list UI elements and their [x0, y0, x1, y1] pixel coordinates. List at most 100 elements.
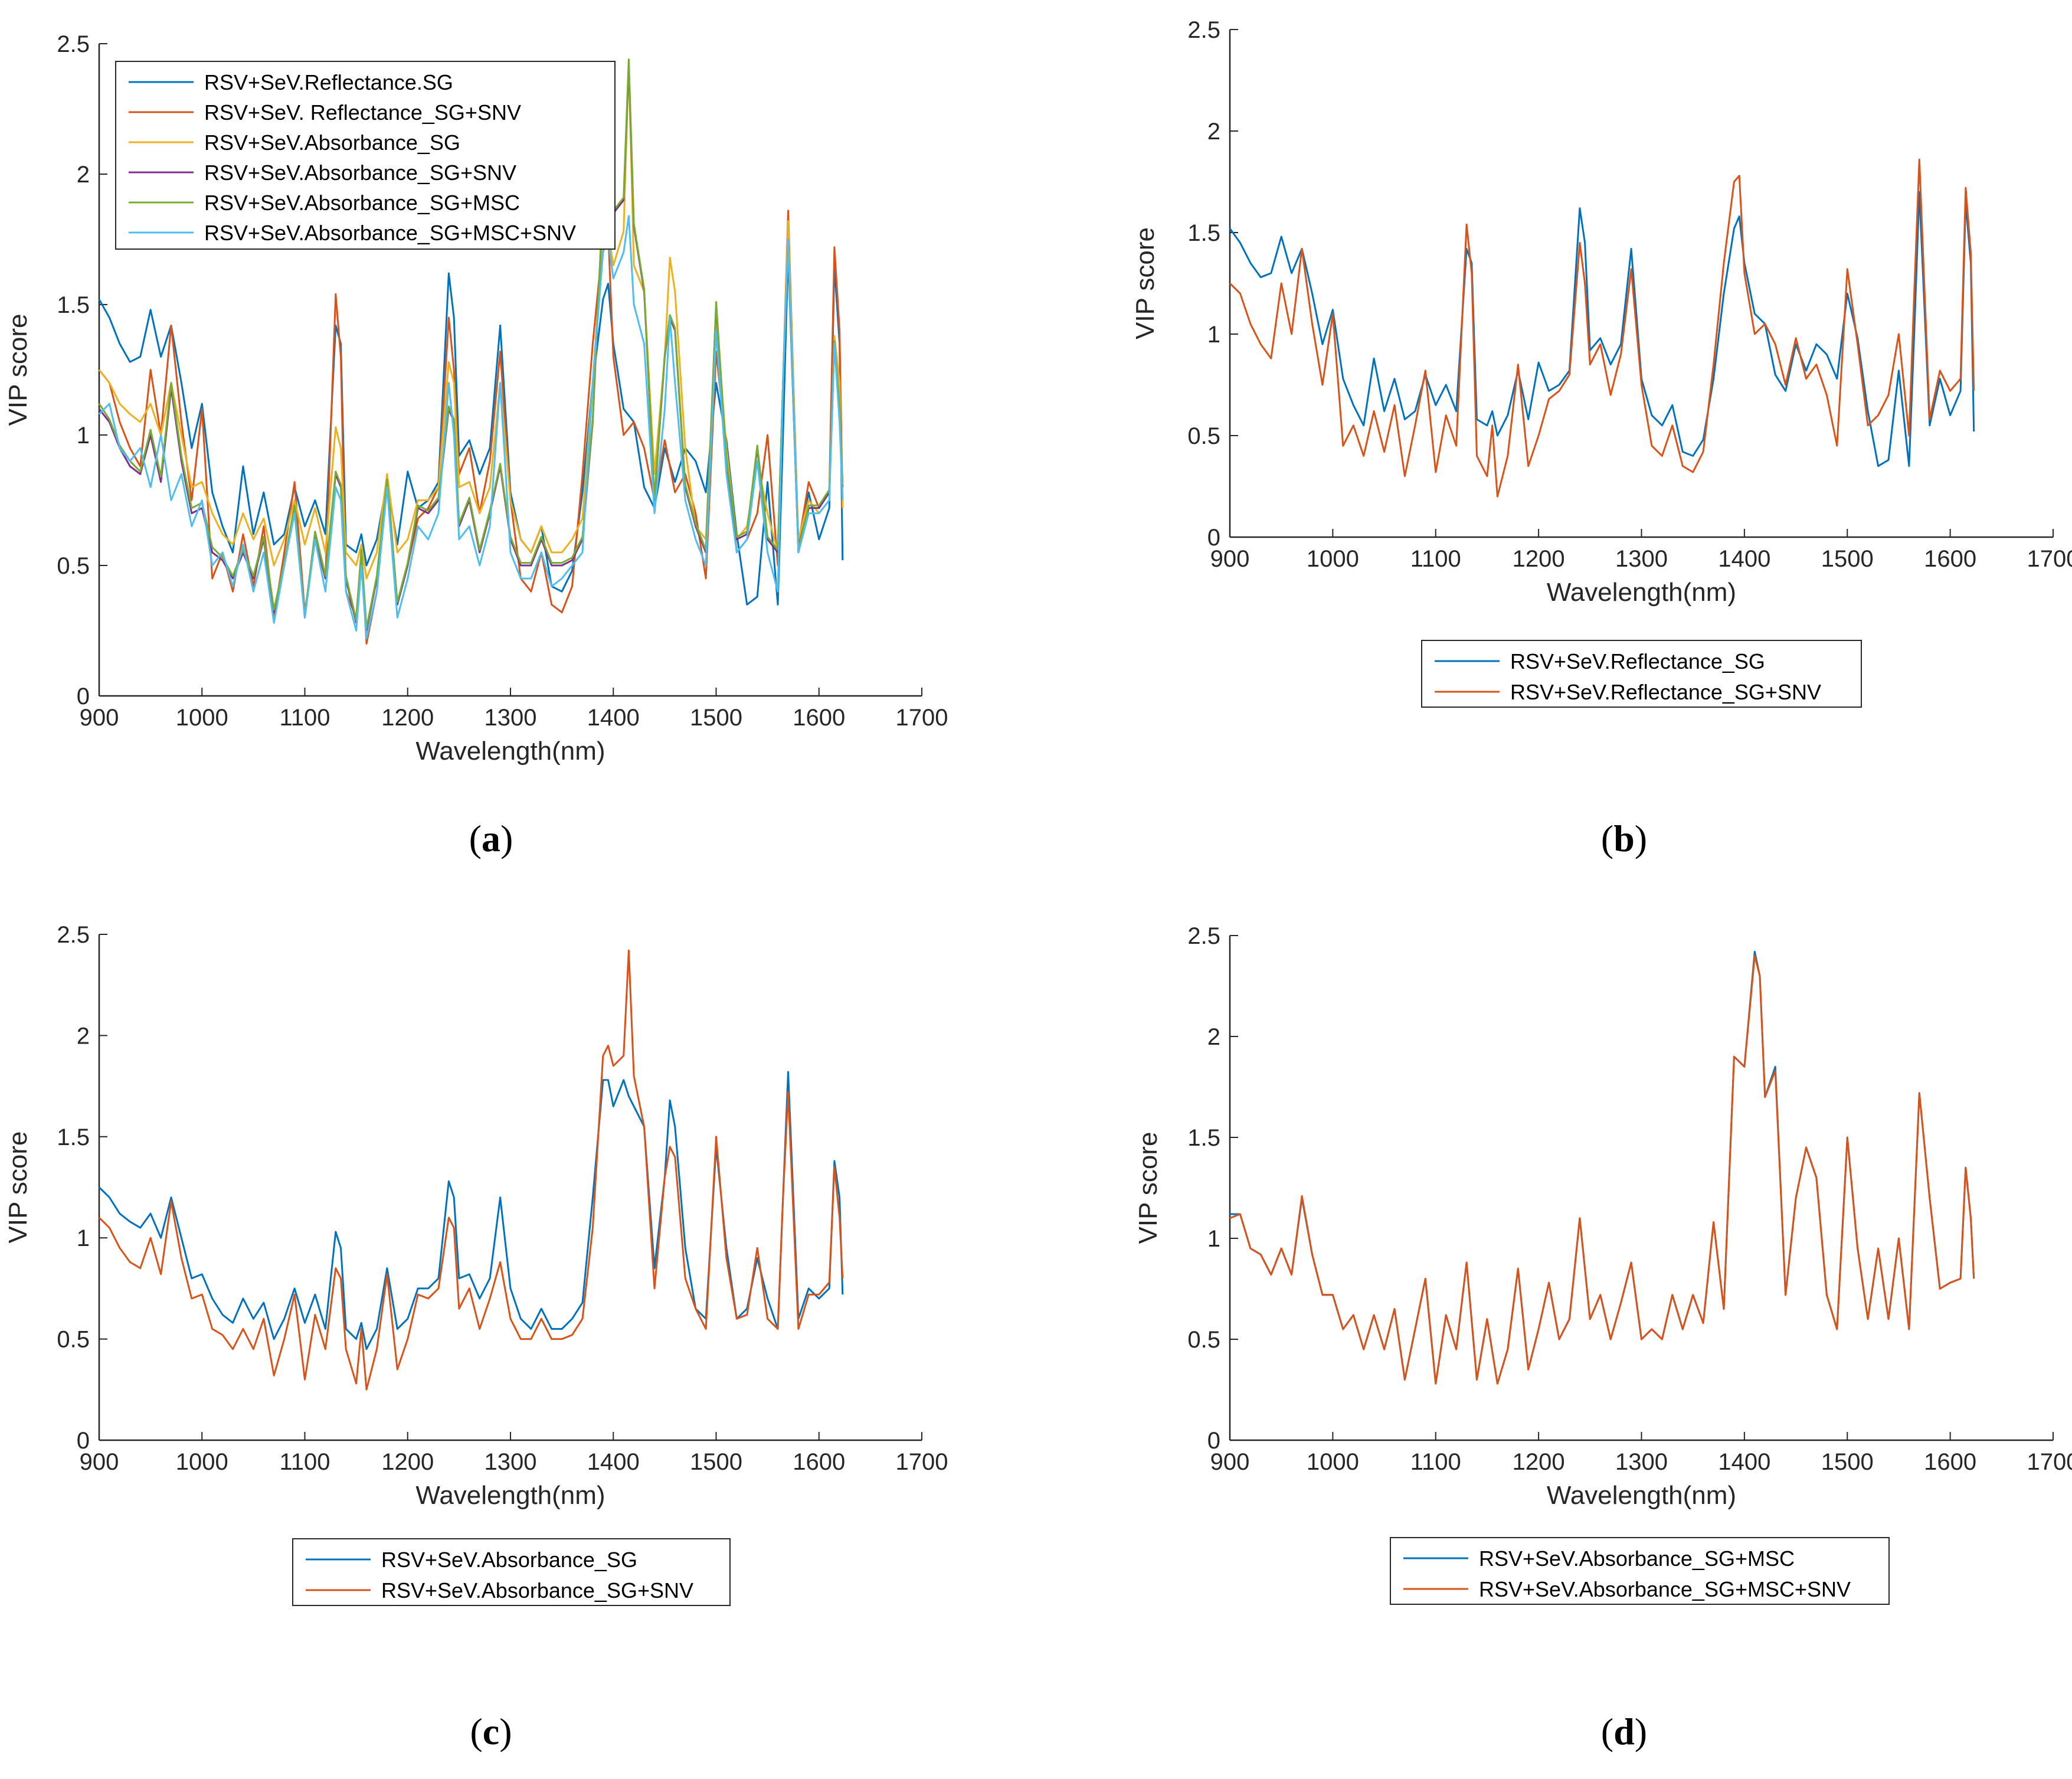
x-axis-label: Wavelength(nm) — [1547, 1481, 1736, 1510]
series-line-1 — [1230, 950, 1975, 1385]
x-tick-label: 1300 — [485, 705, 537, 731]
series-line-2 — [98, 210, 844, 645]
series-line-1 — [1229, 191, 1975, 467]
x-tick-label: 1600 — [793, 705, 845, 731]
y-tick-label: 2 — [77, 1023, 90, 1049]
x-tick-label: 1100 — [279, 1449, 330, 1475]
chart-panel-a: 900 1000 1100 1200 1300 1400 1500 1600 1700 0 0.5 1… — [4, 31, 948, 859]
panel-caption: (a) — [469, 817, 513, 859]
legend-label: RSV+SeV. Reflectance_SG+SNV — [204, 100, 521, 125]
series-line-2 — [98, 949, 844, 1391]
caption-paren-close: ) — [500, 817, 513, 859]
chart-panel-b: 900 1000 1100 1200 1300 1400 1500 1600 1700 0 0.5 1… — [1131, 17, 2072, 859]
x-tick-label: 1700 — [896, 705, 948, 731]
x-tick-label: 900 — [1210, 546, 1250, 572]
y-tick-label: 1.5 — [1187, 220, 1220, 246]
legend-box — [115, 61, 616, 250]
x-tick-label: 900 — [80, 1449, 119, 1475]
caption-letter: b — [1613, 817, 1635, 859]
legend-label: RSV+SeV.Absorbance_SG+MSC — [204, 191, 520, 215]
caption-paren-open: ( — [469, 817, 482, 859]
x-tick-label: 1400 — [1718, 1449, 1770, 1475]
x-axis-label: Wavelength(nm) — [415, 737, 605, 766]
x-tick-label: 1000 — [1307, 1449, 1359, 1475]
y-tick-label: 1 — [77, 1225, 90, 1251]
legend-box — [292, 1538, 731, 1606]
x-tick-label: 1300 — [485, 1449, 537, 1475]
caption-paren-open: ( — [1601, 817, 1613, 859]
series-line-2 — [1229, 954, 1975, 1385]
x-tick-label: 1100 — [279, 705, 330, 731]
y-tick-label: 2.5 — [57, 31, 90, 57]
y-tick-label: 0 — [77, 1428, 90, 1454]
y-tick-label: 1 — [77, 423, 90, 449]
y-tick-label: 0.5 — [1187, 423, 1220, 449]
x-tick-label: 1700 — [896, 1449, 948, 1475]
chart-panel-c: 900 1000 1100 1200 1300 1400 1500 1600 1700 0 0.5 1… — [4, 922, 948, 1752]
y-tick-label: 2 — [1207, 1024, 1220, 1050]
y-tick-label: 0 — [1207, 525, 1220, 551]
y-tick-label: 2 — [77, 162, 90, 188]
y-tick-label: 0.5 — [1187, 1327, 1220, 1353]
x-tick-label: 900 — [80, 705, 119, 731]
x-tick-label: 900 — [1210, 1449, 1250, 1475]
legend-label: RSV+SeV.Absorbance_SG+MSC — [1479, 1546, 1795, 1571]
x-tick-label: 1000 — [1307, 546, 1359, 572]
x-tick-label: 1600 — [1924, 1449, 1976, 1475]
y-tick-label: 0.5 — [57, 553, 90, 579]
legend-label: RSV+SeV.Absorbance_SG+SNV — [381, 1578, 693, 1603]
legend-label: RSV+SeV.Absorbance_SG+MSC+SNV — [1479, 1577, 1851, 1601]
x-tick-label: 1200 — [1513, 1449, 1565, 1475]
series-line-1 — [98, 1071, 844, 1350]
x-tick-label: 1500 — [690, 705, 742, 731]
caption-paren-open: ( — [470, 1711, 482, 1752]
legend-label: RSV+SeV.Absorbance_SG+SNV — [204, 161, 516, 185]
x-tick-label: 1400 — [587, 1449, 640, 1475]
x-tick-label: 1500 — [1821, 546, 1874, 572]
x-tick-label: 1700 — [2027, 1449, 2072, 1475]
caption-paren-open: ( — [1601, 1711, 1613, 1752]
y-tick-label: 0.5 — [57, 1327, 90, 1353]
y-tick-label: 0 — [77, 684, 90, 709]
x-tick-label: 1000 — [176, 705, 228, 731]
y-tick-label: 0 — [1207, 1428, 1220, 1454]
legend-box — [1421, 640, 1862, 708]
x-tick-label: 1600 — [793, 1449, 845, 1475]
x-tick-label: 1100 — [1410, 1449, 1461, 1475]
caption-paren-close: ) — [1635, 1711, 1647, 1752]
chart-panel-d: 900 1000 1100 1200 1300 1400 1500 1600 1700 0 0.5 1… — [1134, 923, 2072, 1752]
x-tick-label: 1400 — [1718, 546, 1770, 572]
x-tick-label: 1600 — [1924, 546, 1976, 572]
legend-label: RSV+SeV.Reflectance_SG+SNV — [1510, 680, 1821, 704]
series-line-6 — [98, 215, 844, 640]
y-tick-label: 1.5 — [57, 292, 90, 318]
x-tick-label: 1200 — [381, 705, 434, 731]
caption-paren-close: ) — [1635, 817, 1647, 859]
x-tick-label: 1200 — [381, 1449, 434, 1475]
panel-caption: (b) — [1601, 817, 1647, 859]
legend-label: RSV+SeV.Absorbance_SG+MSC+SNV — [204, 221, 576, 245]
y-tick-label: 1.5 — [1187, 1125, 1220, 1151]
x-tick-label: 1400 — [587, 705, 640, 731]
x-tick-label: 1100 — [1410, 546, 1461, 572]
x-tick-label: 1700 — [2027, 546, 2072, 572]
caption-paren-close: ) — [499, 1711, 512, 1752]
x-tick-label: 1000 — [176, 1449, 228, 1475]
legend-box — [1390, 1537, 1890, 1605]
y-tick-label: 1 — [1207, 322, 1220, 348]
y-axis-label: VIP score — [1134, 1132, 1163, 1244]
legend-label: RSV+SeV.Absorbance_SG — [381, 1548, 637, 1572]
y-tick-label: 2.5 — [57, 922, 90, 948]
panel-caption: (d) — [1601, 1711, 1647, 1752]
x-tick-label: 1200 — [1513, 546, 1565, 572]
y-axis-label: VIP score — [4, 1132, 32, 1244]
legend-label: RSV+SeV.Reflectance.SG — [204, 70, 453, 94]
legend-label: RSV+SeV.Absorbance_SG — [204, 130, 460, 155]
x-axis-label: Wavelength(nm) — [1547, 578, 1736, 607]
y-tick-label: 2.5 — [1187, 923, 1220, 949]
panel-caption: (c) — [470, 1711, 512, 1752]
y-tick-label: 2.5 — [1187, 17, 1220, 43]
x-axis-label: Wavelength(nm) — [415, 1481, 605, 1510]
y-axis-label: VIP score — [1131, 227, 1160, 339]
